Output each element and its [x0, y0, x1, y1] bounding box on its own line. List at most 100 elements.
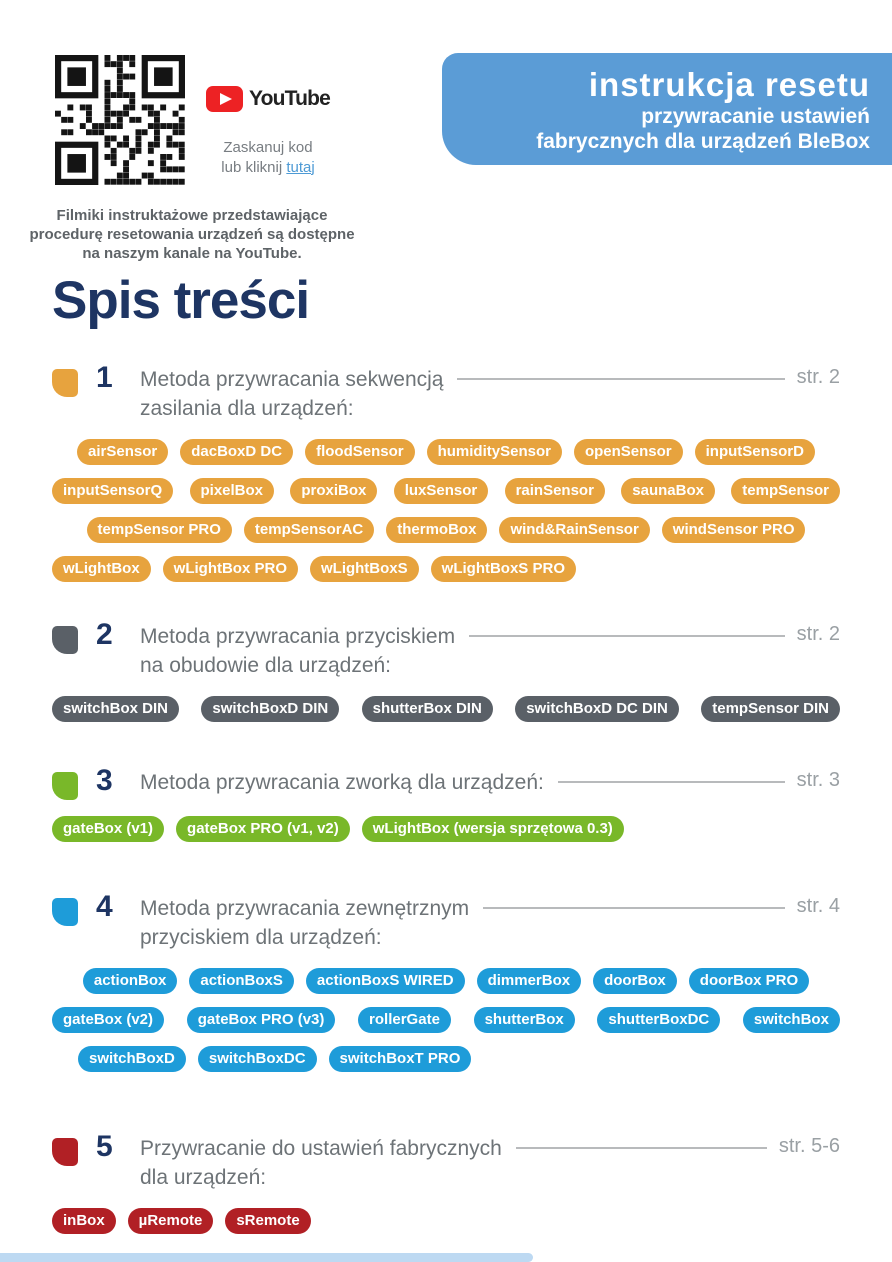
device-pill: pixelBox	[189, 478, 275, 504]
pill-row: inputSensorQ pixelBox proxiBox luxSensor rai…	[52, 478, 840, 504]
section-header: 2 Metoda przywracania przyciskiem na obu…	[52, 618, 840, 680]
section-number: 3	[96, 764, 113, 797]
device-pill: saunaBox	[621, 478, 715, 504]
section-bullet	[52, 369, 78, 397]
banner-title: instrukcja resetu	[588, 66, 870, 103]
title-banner: instrukcja resetu przywracanie ustawień …	[442, 53, 892, 165]
tutaj-link[interactable]: tutaj	[286, 158, 315, 176]
leader-line	[557, 781, 785, 783]
section-number: 1	[96, 361, 113, 394]
document-header: YouTube Zaskanuj kod lub kliknij tutaj i…	[0, 0, 892, 262]
device-pill-group: airSensor dacBoxD DC floodSensor humiditySe…	[52, 439, 840, 582]
device-pill: actionBoxS WIRED	[305, 968, 465, 994]
device-pill: switchBoxD	[78, 1046, 186, 1072]
device-pill: switchBoxD DIN	[201, 696, 340, 722]
page-title: Spis treści	[52, 271, 310, 330]
device-pill: wLightBoxS	[309, 556, 419, 582]
device-pill: tempSensor DIN	[701, 696, 840, 722]
section-bullet	[52, 772, 78, 800]
table-of-contents: Spis treści 1 Metoda przywracania sekwen…	[0, 270, 892, 1234]
section-title: Metoda przywracania przyciskiem na obudo…	[140, 625, 456, 677]
device-pill: switchBoxD DC DIN	[515, 696, 679, 722]
leader-line	[457, 378, 785, 380]
device-pill: wLightBox	[52, 556, 151, 582]
device-pill: gateBox PRO (v3)	[186, 1007, 336, 1033]
device-pill: actionBoxS	[189, 968, 294, 994]
section-bullet	[52, 898, 78, 926]
pill-row: airSensor dacBoxD DC floodSensor humiditySe…	[52, 439, 840, 465]
section-bullet	[52, 626, 78, 654]
device-pill: switchBoxDC	[197, 1046, 317, 1072]
device-pill: doorBox PRO	[688, 968, 810, 994]
device-pill: inBox	[52, 1208, 116, 1234]
section-bullet	[52, 1138, 78, 1166]
footer-accent-bar	[0, 1253, 533, 1262]
device-pill: thermoBox	[386, 517, 488, 543]
section-title: Przywracanie do ustawień fabrycznych dla…	[140, 1137, 502, 1189]
qr-caption-line2: lub kliknij	[221, 158, 283, 176]
section-header: 1 Metoda przywracania sekwencją zasilani…	[52, 361, 840, 423]
device-pill: gateBox (v1)	[52, 816, 165, 842]
section-header: 3 Metoda przywracania zworką dla urządze…	[52, 764, 840, 800]
device-pill: dimmerBox	[476, 968, 582, 994]
device-pill: switchBoxT PRO	[328, 1046, 472, 1072]
section-number: 4	[96, 890, 113, 923]
leader-line	[483, 907, 785, 909]
device-pill: proxiBox	[290, 478, 378, 504]
leader-line	[515, 1147, 767, 1149]
section-title: Metoda przywracania sekwencją zasilania …	[140, 368, 444, 420]
section-title: Metoda przywracania zworką dla urządzeń:	[140, 771, 544, 794]
leader-line	[469, 635, 785, 637]
device-pill-group: gateBox (v1) gateBox PRO (v1, v2) wLightBo…	[52, 816, 840, 842]
device-pill: humiditySensor	[426, 439, 562, 465]
device-pill: shutterBox	[473, 1007, 575, 1033]
youtube-logo: YouTube	[205, 86, 331, 112]
pill-row: wLightBox wLightBox PRO wLightBoxS wLightBo…	[52, 556, 840, 582]
device-pill: doorBox	[593, 968, 677, 994]
device-pill: inputSensorQ	[52, 478, 174, 504]
device-pill: gateBox PRO (v1, v2)	[176, 816, 350, 842]
pill-row: switchBoxD switchBoxDC switchBoxT PRO	[52, 1046, 840, 1072]
device-pill: sRemote	[225, 1208, 311, 1234]
section-number: 5	[96, 1130, 113, 1163]
device-pill: dacBoxD DC	[180, 439, 294, 465]
section-header: 5 Przywracanie do ustawień fabrycznych d…	[52, 1130, 840, 1192]
section-page: str. 2	[796, 623, 840, 645]
toc-section-3: 3 Metoda przywracania zworką dla urządze…	[52, 764, 840, 842]
device-pill: luxSensor	[393, 478, 489, 504]
device-pill: tempSensor PRO	[86, 517, 232, 543]
device-pill: inputSensorD	[694, 439, 815, 465]
section-title: Metoda przywracania zewnętrznym przycisk…	[140, 897, 470, 949]
youtube-play-icon	[205, 86, 243, 112]
device-pill: shutterBoxDC	[597, 1007, 721, 1033]
pill-row: gateBox (v2) gateBox PRO (v3) rollerGate sh…	[52, 1007, 840, 1033]
device-pill: floodSensor	[305, 439, 415, 465]
device-pill: actionBox	[82, 968, 178, 994]
device-pill: gateBox (v2)	[52, 1007, 165, 1033]
device-pill: tempSensorAC	[243, 517, 375, 543]
toc-section-5: 5 Przywracanie do ustawień fabrycznych d…	[52, 1130, 840, 1234]
device-pill: µRemote	[127, 1208, 214, 1234]
device-pill: wLightBoxS PRO	[430, 556, 576, 582]
pill-row: switchBox DIN switchBoxD DIN shutterBox DI…	[52, 696, 840, 722]
device-pill: airSensor	[77, 439, 169, 465]
qr-caption: Zaskanuj kod lub kliknij tutaj	[193, 138, 343, 177]
device-pill: switchBox DIN	[52, 696, 180, 722]
device-pill-group: inBox µRemote sRemote	[52, 1208, 840, 1234]
device-pill: windSensor PRO	[661, 517, 806, 543]
device-pill-group: actionBox actionBoxS actionBoxS WIRED dimme…	[52, 968, 840, 1072]
toc-section-4: 4 Metoda przywracania zewnętrznym przyci…	[52, 890, 840, 1072]
toc-section-2: 2 Metoda przywracania przyciskiem na obu…	[52, 618, 840, 722]
section-page: str. 4	[796, 895, 840, 917]
youtube-note: Filmiki instruktażowe przedstawiające pr…	[29, 207, 355, 263]
device-pill: rainSensor	[504, 478, 605, 504]
toc-section-1: 1 Metoda przywracania sekwencją zasilani…	[52, 361, 840, 582]
pill-row: inBox µRemote sRemote	[52, 1208, 840, 1234]
section-page: str. 5-6	[778, 1135, 840, 1157]
qr-caption-line1: Zaskanuj kod	[223, 139, 313, 156]
device-pill: wLightBox PRO	[162, 556, 298, 582]
qr-code	[55, 55, 185, 185]
section-page: str. 3	[796, 769, 840, 791]
device-pill: wind&RainSensor	[499, 517, 650, 543]
